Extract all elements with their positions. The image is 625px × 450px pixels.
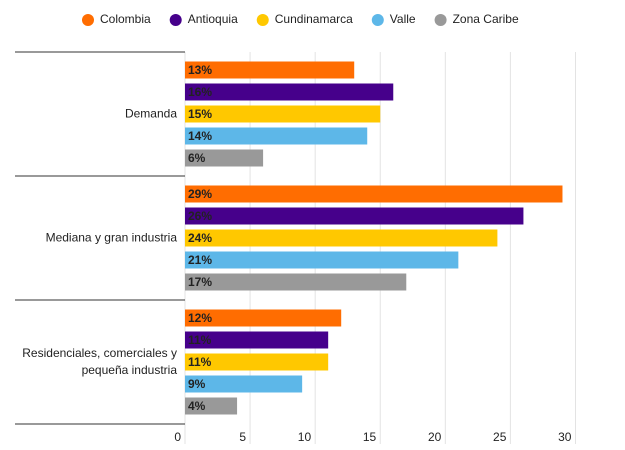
bar bbox=[185, 353, 329, 371]
category-label: Demanda bbox=[124, 106, 177, 121]
value-label: 6% bbox=[188, 151, 206, 165]
value-label: 15% bbox=[188, 107, 212, 121]
legend-swatch bbox=[256, 14, 269, 26]
value-label: 9% bbox=[188, 377, 206, 391]
x-tick-label: 10 bbox=[298, 430, 312, 444]
value-label: 12% bbox=[188, 311, 212, 325]
legend-swatch bbox=[82, 14, 94, 26]
bar bbox=[185, 309, 342, 327]
legend-label: Valle bbox=[390, 12, 416, 26]
bar bbox=[185, 127, 368, 145]
x-tick-label: 20 bbox=[428, 430, 442, 444]
category-label: Mediana y gran industria bbox=[45, 230, 177, 245]
legend-swatch bbox=[169, 14, 182, 26]
value-label: 26% bbox=[188, 209, 212, 223]
x-tick-label: 30 bbox=[558, 430, 572, 444]
value-label: 13% bbox=[188, 63, 212, 77]
bar bbox=[185, 149, 264, 167]
bar bbox=[185, 83, 394, 101]
bar bbox=[185, 207, 524, 225]
value-label: 24% bbox=[188, 231, 212, 245]
value-label: 21% bbox=[188, 253, 212, 267]
x-tick-label: 0 bbox=[174, 430, 181, 444]
bar bbox=[185, 105, 381, 123]
value-label: 4% bbox=[188, 399, 206, 413]
legend-swatch bbox=[434, 14, 447, 26]
value-label: 11% bbox=[188, 355, 212, 369]
bar bbox=[185, 397, 238, 415]
legend-label: Cundinamarca bbox=[275, 12, 353, 26]
bar bbox=[185, 185, 563, 203]
value-label: 16% bbox=[188, 85, 212, 99]
category-label: Residenciales, comerciales y pequeña ind… bbox=[22, 346, 177, 377]
legend-label: Colombia bbox=[100, 12, 151, 26]
legend-label: Antioquia bbox=[188, 12, 238, 26]
legend-swatch bbox=[371, 14, 384, 26]
value-label: 14% bbox=[188, 129, 212, 143]
bar bbox=[185, 251, 459, 269]
value-label: 11% bbox=[188, 333, 212, 347]
bar bbox=[185, 331, 329, 349]
x-tick-label: 5 bbox=[239, 430, 246, 444]
value-label: 17% bbox=[188, 275, 212, 289]
bar bbox=[185, 273, 407, 291]
legend-label: Zona Caribe bbox=[453, 12, 519, 26]
bar bbox=[185, 375, 303, 393]
bar bbox=[185, 61, 355, 79]
value-label: 29% bbox=[188, 187, 212, 201]
x-tick-label: 25 bbox=[493, 430, 507, 444]
x-tick-label: 15 bbox=[363, 430, 377, 444]
bar bbox=[185, 229, 498, 247]
